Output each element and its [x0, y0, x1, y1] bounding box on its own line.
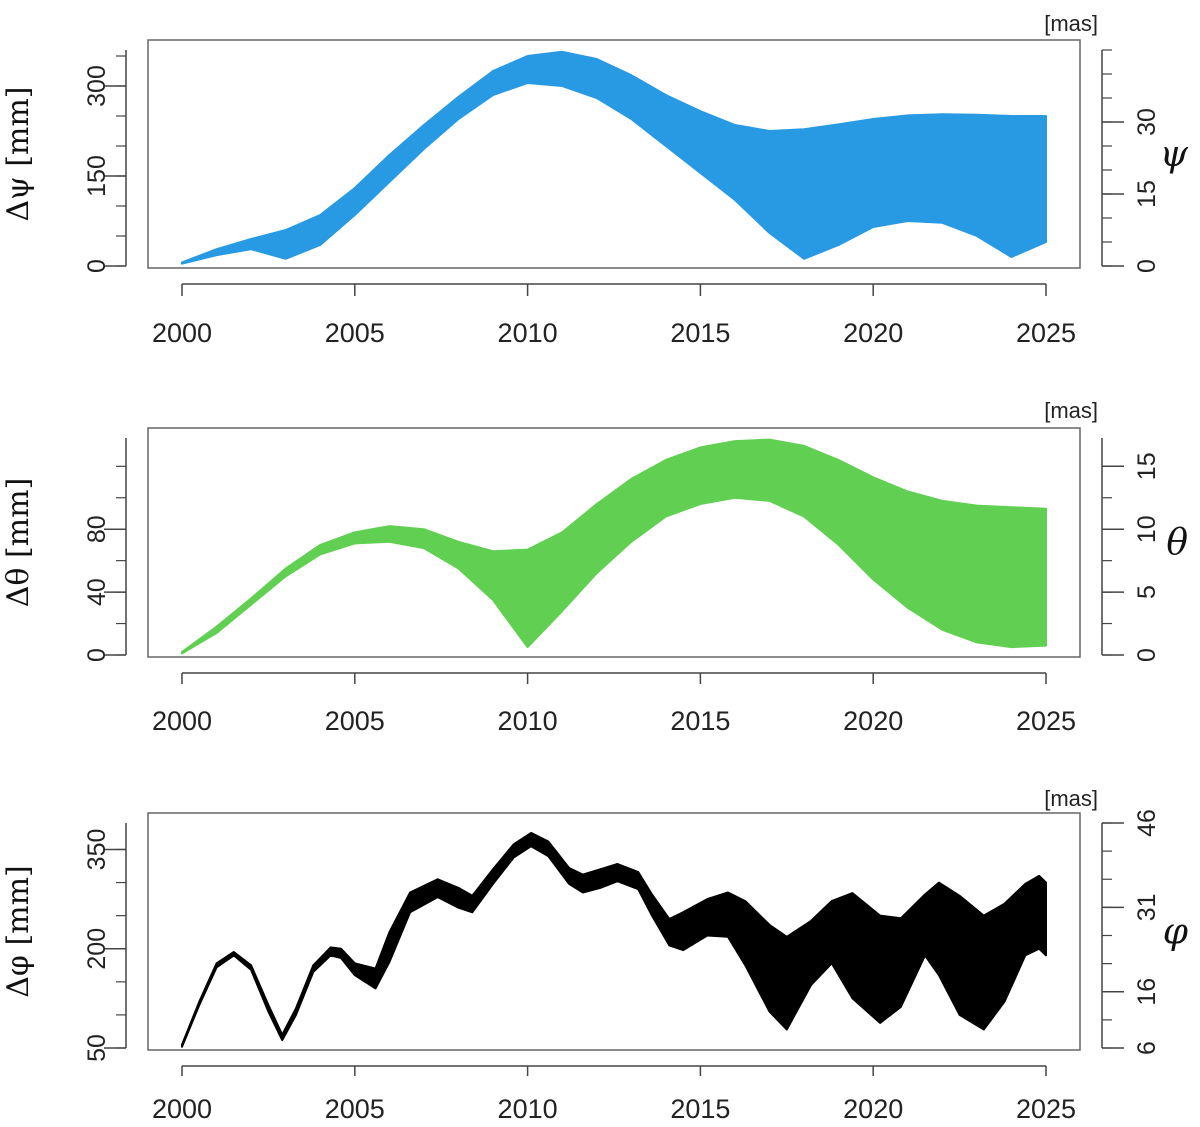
- phi-plot-frame: [147, 812, 1081, 1051]
- phi-y-tick-label: 350: [83, 829, 111, 871]
- psi-x-tick-label: 2005: [325, 318, 385, 348]
- theta-x-tick-label: 2020: [843, 706, 903, 736]
- psi-y-tick-label: 0: [83, 259, 111, 273]
- psi-x-tick-label: 2025: [1016, 318, 1076, 348]
- theta-y2-tick-label: 0: [1133, 648, 1161, 662]
- phi-band-area: [181, 831, 1047, 1048]
- theta-y2-axis-label: θ: [1166, 523, 1188, 564]
- psi-y2-tick-label: 0: [1133, 259, 1161, 273]
- theta-y-tick-label: 80: [83, 515, 111, 543]
- theta-x-tick-label: 2010: [498, 706, 558, 736]
- theta-y-tick-label: 0: [83, 648, 111, 662]
- theta-x-tick-label: 2025: [1016, 706, 1076, 736]
- phi-x-tick-label: 2020: [843, 1094, 903, 1124]
- theta-y-tick-label: 40: [83, 578, 111, 606]
- phi-y2-axis-label: φ: [1163, 912, 1189, 953]
- psi-x-tick-label: 2020: [843, 318, 903, 348]
- psi-x-tick-label: 2010: [498, 318, 558, 348]
- theta-y-axis-label: Δθ [mm]: [1, 478, 36, 608]
- phi-unit-label: [mas]: [1044, 786, 1098, 811]
- phi-y-tick-label: 200: [83, 928, 111, 970]
- psi-band-area: [181, 50, 1047, 265]
- phi-x-tick-label: 2000: [152, 1094, 212, 1124]
- phi-y-tick-label: 50: [83, 1034, 111, 1062]
- psi-plot-frame: [147, 39, 1081, 269]
- phi-x-tick-label: 2015: [670, 1094, 730, 1124]
- psi-x-tick-label: 2000: [152, 318, 212, 348]
- psi-y-tick-label: 300: [83, 65, 111, 107]
- phi-panel: 2000 2005 2010 2015 2020 2025 50 200 350 Δφ [mm] 6…: [1, 786, 1189, 1124]
- psi-y-axis-label: Δψ [mm]: [1, 86, 36, 221]
- psi-y2-axis-label: ψ: [1160, 134, 1189, 175]
- theta-y2-tick-label: 10: [1133, 515, 1161, 543]
- psi-panel: 2000 2005 2010 2015 2020 2025 0 150 300 Δψ [mm] 0 1…: [1, 11, 1189, 348]
- phi-x-tick-label: 2025: [1016, 1094, 1076, 1124]
- theta-y2-tick-label: 5: [1133, 585, 1161, 599]
- psi-unit-label: [mas]: [1044, 11, 1098, 36]
- theta-y2-tick-label: 15: [1133, 452, 1161, 480]
- phi-y-axis-label: Δφ [mm]: [1, 865, 36, 998]
- phi-y2-tick-label: 31: [1133, 893, 1161, 921]
- psi-y-tick-label: 150: [83, 155, 111, 197]
- phi-y2-tick-label: 6: [1133, 1041, 1161, 1055]
- phi-y2-tick-label: 16: [1133, 978, 1161, 1006]
- psi-y2-tick-label: 15: [1133, 180, 1161, 208]
- psi-x-tick-label: 2015: [670, 318, 730, 348]
- phi-x-tick-label: 2010: [498, 1094, 558, 1124]
- theta-x-tick-label: 2005: [325, 706, 385, 736]
- phi-x-tick-label: 2005: [325, 1094, 385, 1124]
- theta-panel: 2000 2005 2010 2015 2020 2025 0 40 80 Δθ [mm] 0 5 10…: [1, 398, 1188, 736]
- theta-x-tick-label: 2015: [670, 706, 730, 736]
- psi-y2-tick-label: 30: [1133, 108, 1161, 136]
- phi-y2-tick-label: 46: [1133, 809, 1161, 837]
- theta-plot-frame: [147, 427, 1081, 658]
- theta-unit-label: [mas]: [1044, 398, 1098, 423]
- theta-band-area: [181, 438, 1047, 655]
- theta-x-tick-label: 2000: [152, 706, 212, 736]
